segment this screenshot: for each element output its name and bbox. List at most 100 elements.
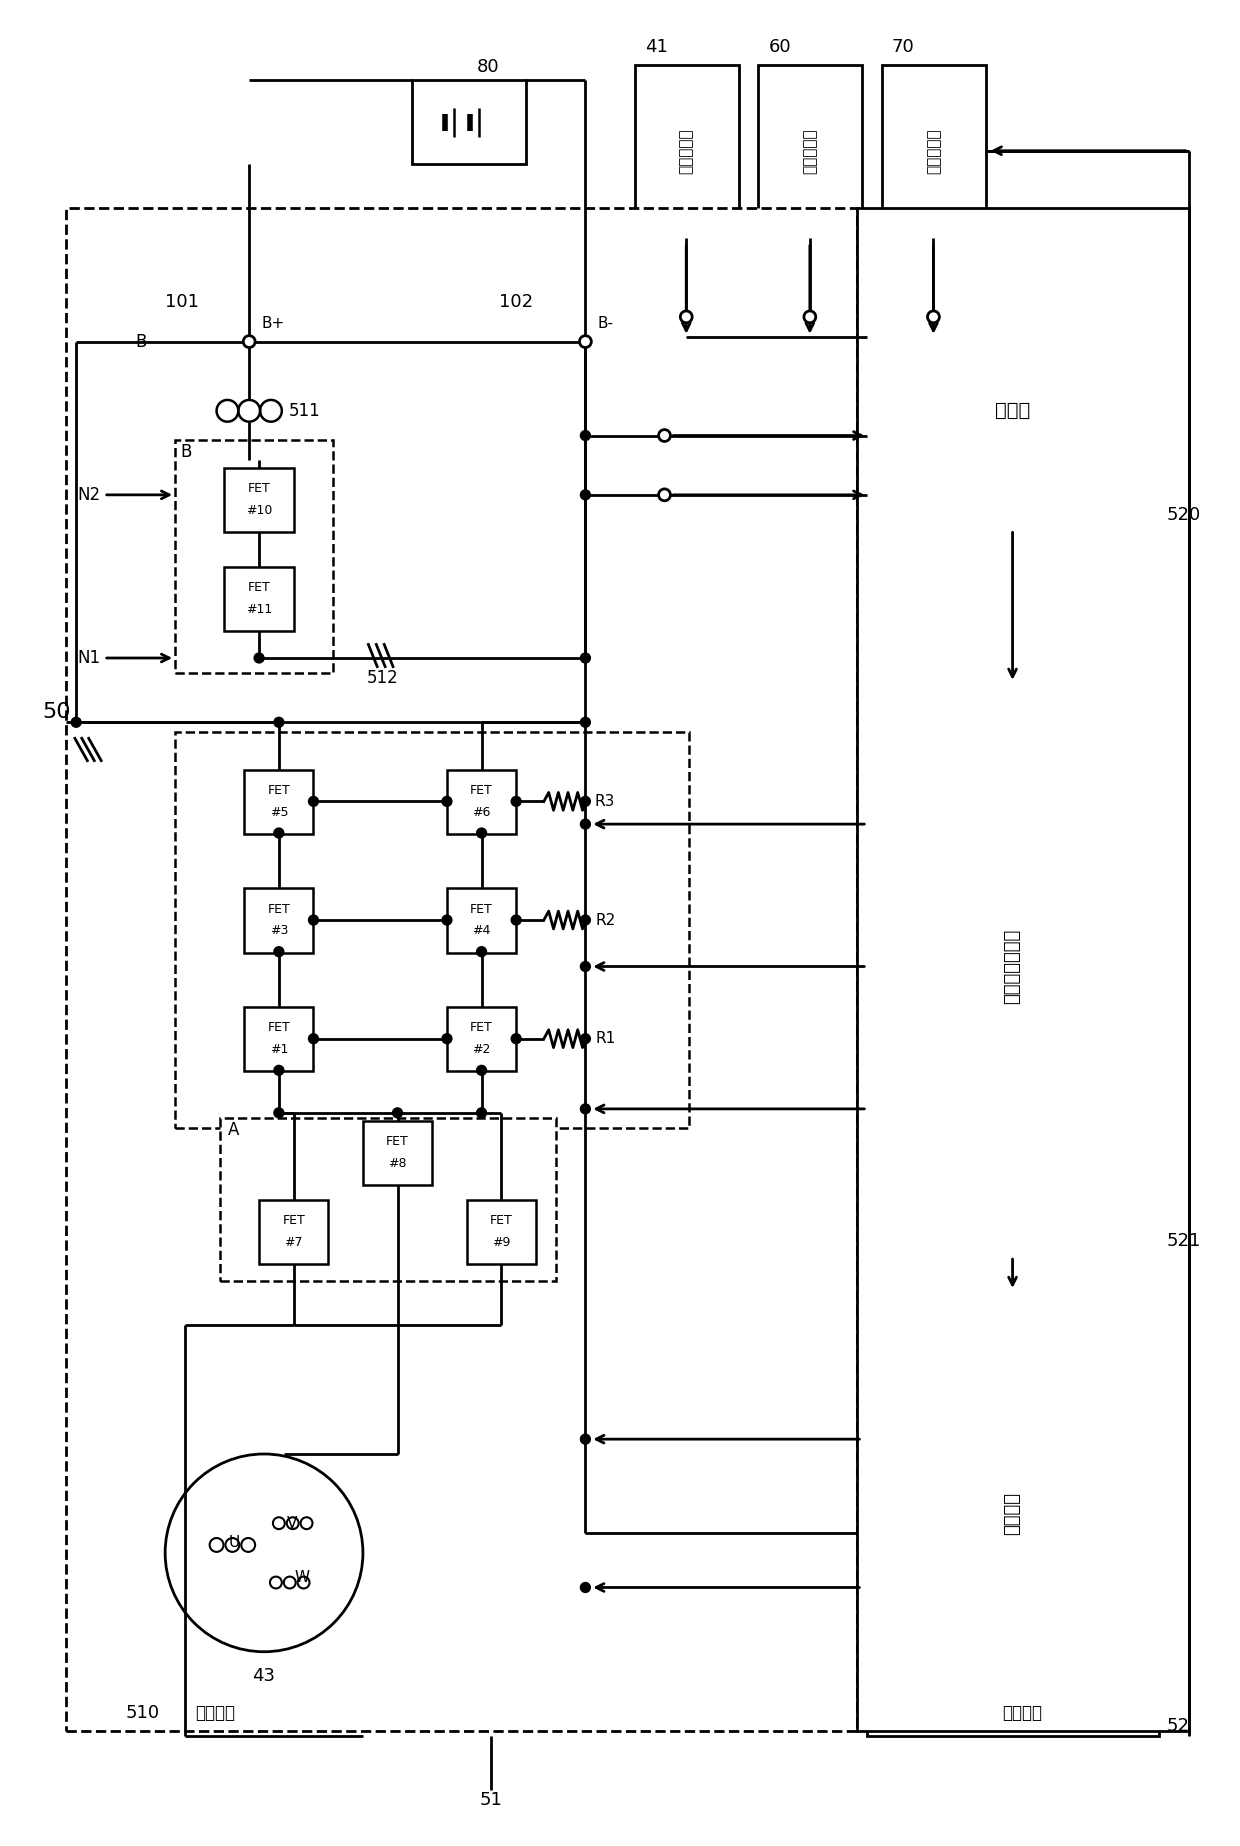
Circle shape	[658, 489, 671, 500]
Circle shape	[309, 916, 319, 925]
Text: #8: #8	[388, 1157, 407, 1170]
Bar	[259, 1200, 329, 1265]
Text: FET: FET	[490, 1215, 512, 1228]
Bar	[244, 888, 314, 953]
Circle shape	[165, 1455, 363, 1652]
Text: R2: R2	[595, 912, 615, 927]
Circle shape	[476, 1108, 486, 1119]
Circle shape	[309, 1034, 319, 1043]
Text: #11: #11	[246, 604, 273, 617]
Text: 50: 50	[42, 701, 71, 722]
Circle shape	[681, 310, 692, 323]
Circle shape	[274, 718, 284, 727]
Text: 521: 521	[1167, 1233, 1202, 1250]
Text: B: B	[180, 443, 191, 462]
Bar	[446, 1008, 516, 1071]
Text: #6: #6	[472, 805, 491, 820]
Text: 车速传感器: 车速传感器	[802, 127, 817, 174]
Text: R3: R3	[595, 794, 615, 809]
Text: 70: 70	[892, 39, 915, 55]
Circle shape	[580, 796, 590, 807]
Bar	[363, 1121, 432, 1185]
Bar	[867, 1290, 1159, 1735]
Bar	[882, 65, 986, 238]
Text: A: A	[227, 1121, 239, 1139]
Circle shape	[580, 1034, 590, 1043]
Text: FET: FET	[470, 1021, 494, 1034]
Bar	[857, 209, 1189, 1732]
Text: 控制部: 控制部	[994, 401, 1030, 421]
Text: FET: FET	[268, 785, 290, 797]
Circle shape	[476, 947, 486, 956]
Text: 60: 60	[769, 39, 791, 55]
Circle shape	[580, 1434, 590, 1444]
Text: 51: 51	[480, 1791, 503, 1809]
Text: FET: FET	[248, 581, 270, 594]
Bar	[224, 567, 294, 631]
Text: B-: B-	[598, 316, 614, 330]
Circle shape	[254, 653, 264, 663]
Circle shape	[476, 829, 486, 838]
Text: B+: B+	[262, 316, 284, 330]
Text: FET: FET	[386, 1135, 409, 1148]
Text: #1: #1	[269, 1043, 288, 1056]
Bar	[66, 209, 857, 1732]
Text: 角度传感器: 角度传感器	[926, 127, 941, 174]
Circle shape	[580, 916, 590, 925]
Text: FET: FET	[283, 1215, 305, 1228]
Text: 功率基板: 功率基板	[195, 1704, 234, 1722]
Text: 控制基板: 控制基板	[1003, 1492, 1022, 1534]
Text: 520: 520	[1167, 506, 1202, 524]
Circle shape	[579, 336, 591, 347]
Text: U: U	[228, 1536, 241, 1551]
Text: 半导体驱动电路: 半导体驱动电路	[1003, 929, 1022, 1004]
Circle shape	[511, 796, 521, 807]
Bar	[219, 1119, 556, 1281]
Text: V: V	[286, 1516, 296, 1530]
Text: 功率基板: 功率基板	[1002, 1704, 1043, 1722]
Text: W: W	[294, 1571, 309, 1586]
Text: R1: R1	[595, 1032, 615, 1047]
Bar	[175, 733, 689, 1128]
Text: 41: 41	[645, 39, 667, 55]
Bar	[635, 65, 739, 238]
Circle shape	[309, 796, 319, 807]
Text: #2: #2	[472, 1043, 491, 1056]
Circle shape	[580, 1104, 590, 1113]
Circle shape	[441, 796, 451, 807]
Circle shape	[928, 310, 940, 323]
Text: #4: #4	[472, 925, 491, 938]
Text: FET: FET	[470, 785, 494, 797]
Text: #10: #10	[246, 504, 273, 517]
Text: 扭矩传感器: 扭矩传感器	[678, 127, 693, 174]
Text: 102: 102	[500, 294, 533, 310]
Text: 43: 43	[253, 1667, 275, 1685]
Text: FET: FET	[268, 1021, 290, 1034]
Circle shape	[804, 310, 816, 323]
Circle shape	[441, 916, 451, 925]
Text: #9: #9	[492, 1235, 511, 1250]
Text: FET: FET	[268, 903, 290, 916]
Circle shape	[580, 962, 590, 971]
Text: 80: 80	[477, 57, 500, 76]
Bar	[244, 770, 314, 834]
Circle shape	[274, 829, 284, 838]
Circle shape	[274, 1108, 284, 1119]
Bar	[867, 683, 1159, 1252]
Text: 512: 512	[367, 668, 398, 687]
Text: FET: FET	[470, 903, 494, 916]
Circle shape	[511, 916, 521, 925]
Circle shape	[580, 820, 590, 829]
Bar	[867, 297, 1159, 524]
Bar	[244, 1008, 314, 1071]
Text: #7: #7	[284, 1235, 303, 1250]
Circle shape	[658, 430, 671, 441]
Text: FET: FET	[248, 482, 270, 495]
Circle shape	[393, 1108, 403, 1119]
Bar	[446, 888, 516, 953]
Circle shape	[580, 430, 590, 441]
Circle shape	[71, 718, 81, 727]
Circle shape	[580, 489, 590, 500]
Text: N1: N1	[78, 650, 100, 666]
Bar	[466, 1200, 536, 1265]
